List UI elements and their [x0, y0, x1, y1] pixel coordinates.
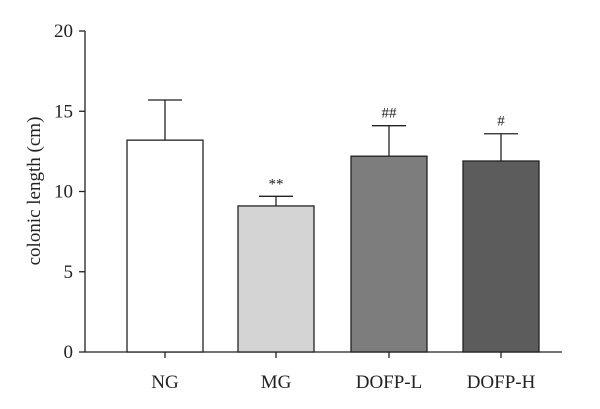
significance-mark: ** — [269, 176, 284, 192]
bar-ng — [126, 139, 204, 353]
y-tick-label: 10 — [54, 182, 73, 203]
x-categories: NG MG DOFP-L DOFP-H — [151, 352, 536, 393]
x-category-label: DOFP-H — [467, 372, 536, 393]
x-category-label: MG — [261, 372, 292, 393]
bar-dofp-l — [350, 155, 428, 353]
significance-mark: # — [497, 114, 505, 130]
y-tick-label: 20 — [54, 21, 73, 42]
y-tick-label: 15 — [54, 101, 73, 122]
y-tick-label: 5 — [64, 262, 74, 283]
bars — [126, 139, 540, 353]
significance-mark: ## — [382, 106, 398, 122]
y-ticks: 0 5 10 15 20 — [54, 21, 85, 363]
x-category-label: NG — [151, 372, 179, 393]
bar-mg — [237, 205, 315, 353]
y-axis-title: colonic length (cm) — [24, 117, 45, 266]
y-tick-label: 0 — [64, 342, 74, 363]
significance-annotations: **### — [269, 106, 506, 193]
bar-dofp-h — [462, 160, 540, 353]
x-category-label: DOFP-L — [356, 372, 423, 393]
error-bars — [148, 99, 518, 206]
